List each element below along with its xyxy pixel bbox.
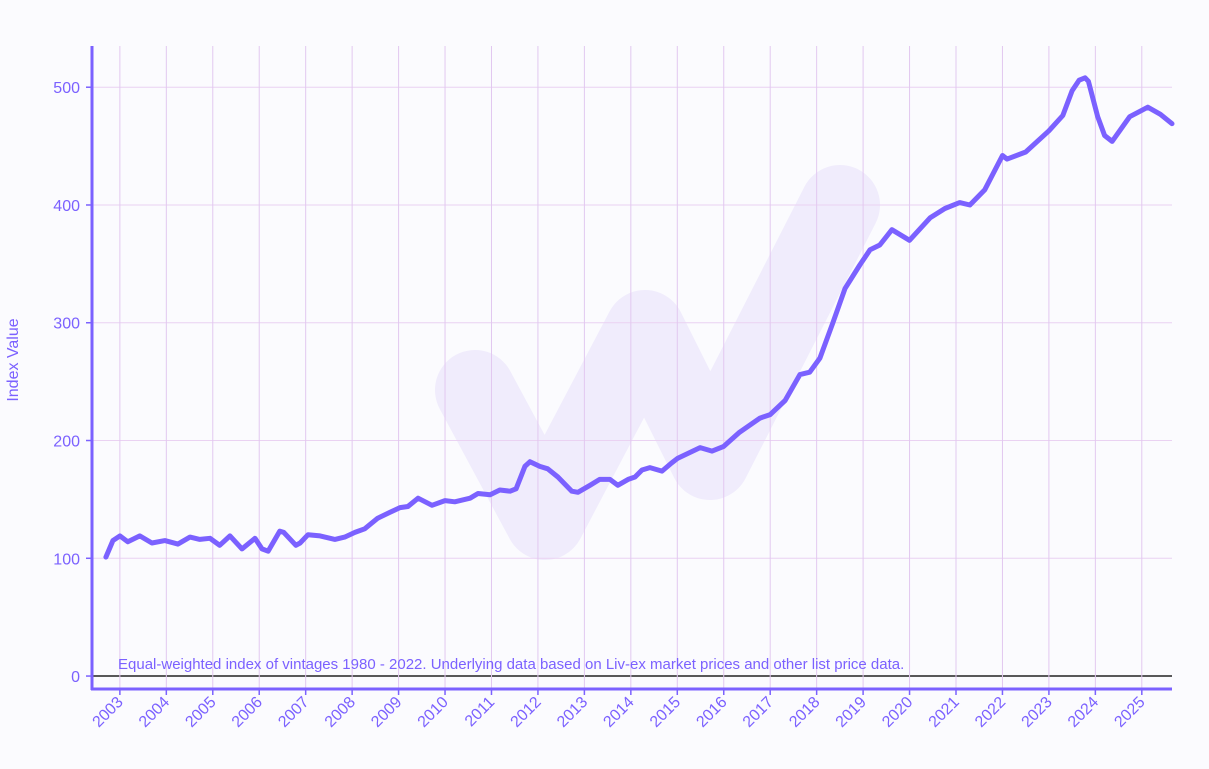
grid [92, 46, 1172, 689]
x-tick-label: 2003 [90, 694, 127, 731]
x-tick-label: 2025 [1111, 694, 1148, 731]
x-tick-label: 2024 [1065, 694, 1102, 731]
y-tick-label: 0 [71, 669, 80, 686]
x-tick-label: 2013 [554, 694, 591, 731]
x-tick-label: 2008 [322, 694, 359, 731]
x-tick-label: 2021 [926, 694, 963, 731]
x-tick-label: 2015 [647, 694, 684, 731]
x-tick-label: 2020 [879, 694, 916, 731]
x-tick-label: 2017 [740, 694, 777, 731]
y-tick-label: 500 [53, 80, 80, 97]
x-tick-label: 2004 [136, 694, 173, 731]
x-tick-label: 2007 [275, 694, 312, 731]
x-tick-label: 2023 [1019, 694, 1056, 731]
annotation: Equal-weighted index of vintages 1980 - … [118, 656, 904, 673]
x-tick-label: 2012 [508, 694, 545, 731]
x-tick-label: 2016 [693, 694, 730, 731]
x-tick-label: 2022 [972, 694, 1009, 731]
marks [103, 75, 1175, 560]
y-tick-label: 300 [53, 316, 80, 333]
watermark-logo [435, 165, 880, 560]
y-tick-label: 200 [53, 434, 80, 451]
x-tick-label: 2019 [833, 694, 870, 731]
x-tick-label: 2011 [462, 694, 498, 730]
x-tick-label: 2006 [229, 694, 266, 731]
y-tick-label: 400 [53, 198, 80, 215]
x-tick-label: 2009 [368, 694, 405, 731]
y-axis-label: Index Value [5, 318, 22, 401]
data-line [103, 75, 1175, 560]
y-tick-label: 100 [53, 551, 80, 568]
x-tick-label: 2018 [786, 694, 823, 731]
x-tick-label: 2014 [600, 694, 637, 731]
x-tick-label: 2005 [182, 694, 219, 731]
x-tick-label: 2010 [415, 694, 452, 731]
